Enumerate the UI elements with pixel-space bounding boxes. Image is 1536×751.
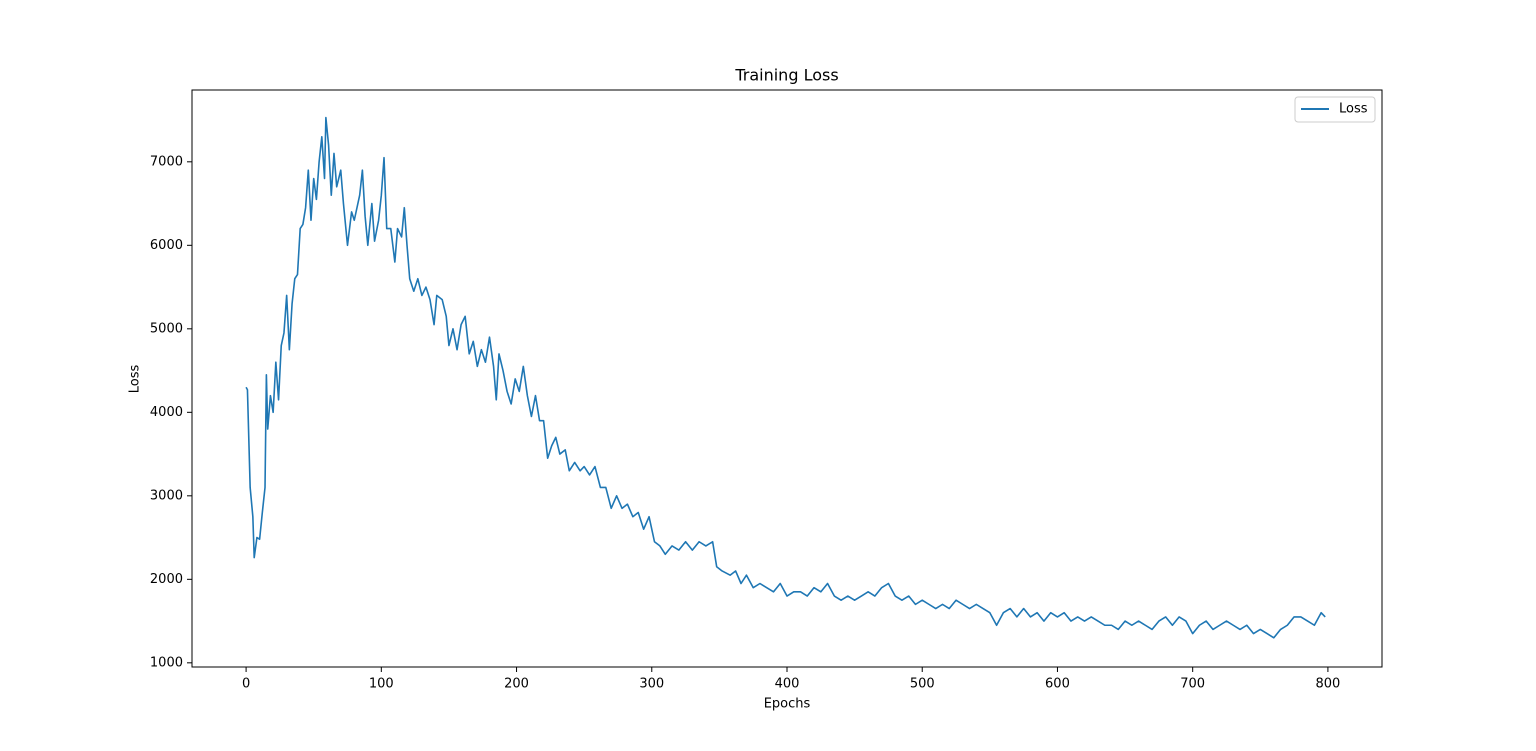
loss-line (245, 116, 1326, 639)
plot-frame (191, 89, 1383, 668)
y-tick-label: 7000 (150, 154, 183, 169)
y-tick-label: 6000 (150, 238, 183, 253)
x-tick-label: 600 (1045, 677, 1070, 692)
x-tick-label: 400 (775, 677, 800, 692)
chart-title: Training Loss (734, 66, 838, 85)
legend-box (1294, 96, 1376, 123)
y-tick-label: 3000 (150, 488, 183, 503)
x-axis-label: Epochs (764, 697, 811, 712)
y-tick-label: 4000 (150, 405, 183, 420)
legend-label: Loss (1339, 102, 1368, 117)
x-tick-label: 100 (369, 677, 394, 692)
x-tick-label: 0 (242, 677, 250, 692)
x-tick-label: 700 (1180, 677, 1205, 692)
x-tick-label: 300 (639, 677, 664, 692)
x-tick-label: 500 (910, 677, 935, 692)
y-axis-label: Loss (128, 365, 143, 394)
y-tick-label: 1000 (150, 655, 183, 670)
y-tick-label: 5000 (150, 321, 183, 336)
y-tick-label: 2000 (150, 572, 183, 587)
x-tick-label: 800 (1315, 677, 1340, 692)
x-tick-label: 200 (504, 677, 529, 692)
